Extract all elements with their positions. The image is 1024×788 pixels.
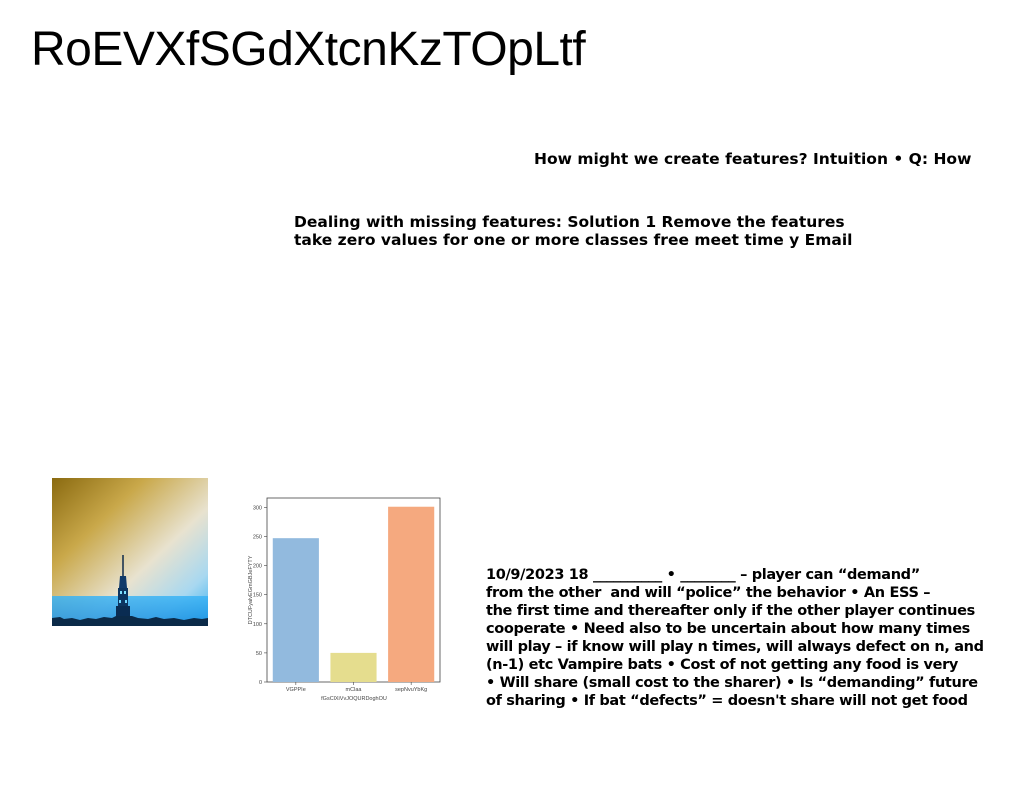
text-block-features-intuition: How might we create features? Intuition … [534, 150, 972, 168]
y-tick-label: 250 [253, 534, 262, 540]
x-axis: VGPPIe mClaa sepNvuYbKg [286, 682, 427, 693]
y-tick-label: 50 [256, 651, 262, 657]
y-axis-label: DTCUFyalvEGmGBJeFYTY [248, 555, 254, 624]
x-tick-label: VGPPIe [286, 687, 306, 693]
y-axis: 0 50 100 150 200 250 300 [253, 505, 267, 686]
tower-photo [52, 478, 208, 626]
tower-silhouette [116, 555, 130, 618]
x-tick-label: mClaa [346, 687, 363, 693]
text-block-vampire-bats: 10/9/2023 18 __________ • ________ – pla… [486, 567, 984, 709]
slide-title: RoEVXfSGdXtcnKzTOpLtf [31, 23, 586, 76]
bars [272, 506, 435, 682]
x-tick-label: sepNvuYbKg [395, 687, 427, 693]
y-tick-label: 0 [259, 680, 262, 686]
city-skyline [52, 616, 208, 626]
y-tick-label: 150 [253, 593, 262, 599]
y-tick-label: 300 [253, 505, 262, 511]
bar-chart: 0 50 100 150 200 250 300 VGPPIe mClaa sepNvuYbKg… [248, 497, 441, 702]
x-axis-label: fGsClXiVvJOQURDoghOU [321, 696, 387, 702]
y-tick-label: 100 [253, 622, 262, 628]
y-tick-label: 200 [253, 564, 262, 570]
bar-VGPPIe [272, 538, 319, 682]
text-block-missing-features: Dealing with missing features: Solution … [294, 213, 853, 249]
tower-photo-image [52, 478, 208, 626]
bar-sepNvuYbKg [388, 506, 435, 682]
bar-mClaa [330, 652, 377, 682]
